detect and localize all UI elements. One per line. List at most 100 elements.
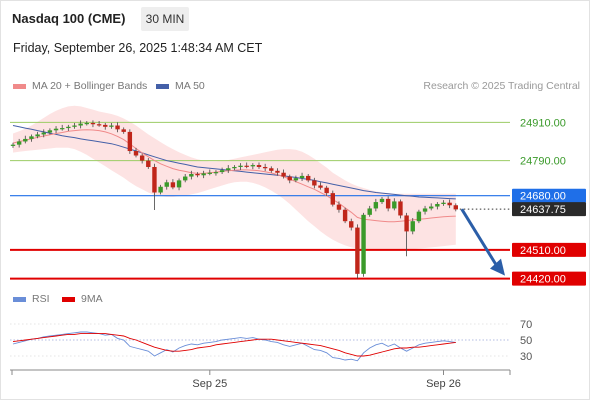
candle-body — [127, 131, 133, 152]
level-label-pivot: 24680.00 — [520, 191, 566, 203]
candle-body — [35, 134, 40, 137]
candle-body — [78, 123, 83, 126]
level-label-resistance: 24790.00 — [520, 156, 566, 168]
timestamp: Friday, September 26, 2025 1:48:34 AM CE… — [13, 41, 263, 55]
candle-body — [349, 221, 354, 228]
candle-body — [330, 193, 335, 205]
candle-body — [41, 132, 46, 135]
candle-body — [398, 201, 403, 216]
candle-body — [96, 124, 102, 126]
copyright-text: Research © 2025 Trading Central — [423, 80, 580, 92]
forecast-arrow-shaft — [460, 208, 498, 266]
candle-body — [232, 166, 237, 169]
candle-body — [183, 176, 188, 181]
candle-body — [256, 165, 262, 167]
price-levels — [10, 121, 510, 280]
candle-body — [422, 208, 428, 212]
candle-body — [226, 168, 231, 171]
candle-body — [453, 205, 458, 210]
candle-body — [385, 198, 391, 209]
candle-body — [139, 155, 145, 161]
legend-rsi-ma-label: 9MA — [81, 293, 103, 305]
price-level-labels: 24910.00 24790.00 24680.00 24510.00 24420.00… — [512, 117, 586, 286]
candle-body — [115, 125, 120, 130]
candle-body — [195, 174, 200, 176]
candle-body — [238, 165, 243, 167]
candle-body — [164, 182, 169, 187]
time-axis: Sep 25 Sep 26 — [10, 369, 511, 390]
rsi-ma-line — [12, 333, 456, 357]
forecast-arrow-head — [490, 258, 505, 276]
candle-body — [275, 170, 280, 173]
candles — [10, 120, 458, 279]
legend-ma50: MA 50 — [156, 80, 205, 92]
candle-body — [293, 178, 299, 181]
legend-rsi-label: RSI — [32, 293, 50, 305]
candle-body — [152, 166, 157, 193]
candle-body — [84, 122, 89, 125]
legend-rsi-ma: 9MA — [62, 293, 103, 305]
candle-body — [324, 187, 329, 194]
level-label-support: 24420.00 — [520, 274, 566, 286]
candle-body — [447, 202, 452, 206]
candle-body — [109, 125, 114, 127]
candle-body — [355, 227, 360, 274]
indicator-lines — [12, 125, 456, 223]
candle-body — [103, 124, 108, 127]
candle-body — [189, 174, 194, 177]
candle-body — [404, 215, 409, 232]
time-axis-label: Sep 26 — [426, 378, 461, 390]
rsi-tick-label: 50 — [520, 335, 532, 347]
candle-body — [29, 136, 34, 139]
candle-body — [373, 202, 379, 209]
candle-body — [207, 172, 212, 174]
candle-body — [361, 214, 366, 274]
candle-body — [60, 128, 65, 130]
level-label-support: 24510.00 — [520, 245, 566, 257]
candle-body — [250, 165, 256, 167]
candle-body — [170, 182, 176, 188]
candle-body — [176, 180, 182, 188]
bollinger-mid-line — [12, 129, 456, 223]
chart-header: Nasdaq 100 (CME) 30 MIN — [0, 0, 590, 36]
candle-body — [219, 170, 225, 173]
current-price-label: 24637.75 — [520, 204, 566, 216]
candle-body — [66, 126, 71, 129]
candle-body — [379, 198, 385, 203]
candle-body — [342, 209, 348, 222]
candle-body — [416, 211, 422, 222]
candle-body — [47, 130, 53, 133]
level-tag-pivot — [512, 188, 586, 203]
candle-body — [72, 125, 77, 127]
candle-body — [133, 151, 139, 156]
interval-tab[interactable]: 30 MIN — [141, 7, 189, 31]
candle-body — [367, 208, 372, 215]
forecast-arrow — [460, 208, 505, 276]
candle-body — [410, 221, 415, 232]
candle-body — [312, 180, 317, 186]
bollinger-band-fill — [13, 105, 456, 251]
ma50-line — [12, 125, 456, 200]
legend-ma50-label: MA 50 — [175, 80, 205, 92]
candle-body — [429, 206, 434, 209]
candle-body — [53, 128, 59, 131]
instrument-title[interactable]: Nasdaq 100 (CME) — [12, 11, 126, 26]
bollinger-band — [13, 105, 456, 251]
candle-body — [10, 144, 16, 146]
candle-body — [306, 175, 311, 181]
rsi-line — [12, 331, 456, 362]
legend-rsi-swatch — [13, 296, 26, 302]
level-tag-support — [512, 242, 586, 257]
candle-body — [262, 166, 268, 169]
legend-bollinger-label: MA 20 + Bollinger Bands — [32, 80, 148, 92]
current-price-tag — [512, 202, 586, 217]
candle-body — [287, 176, 292, 181]
level-label-resistance: 24910.00 — [520, 117, 566, 129]
candle-body — [281, 172, 286, 177]
candle-body — [392, 201, 397, 209]
candle-body — [318, 185, 323, 188]
candle-body — [158, 186, 163, 193]
candle-body — [90, 122, 96, 125]
candle-body — [336, 204, 342, 210]
